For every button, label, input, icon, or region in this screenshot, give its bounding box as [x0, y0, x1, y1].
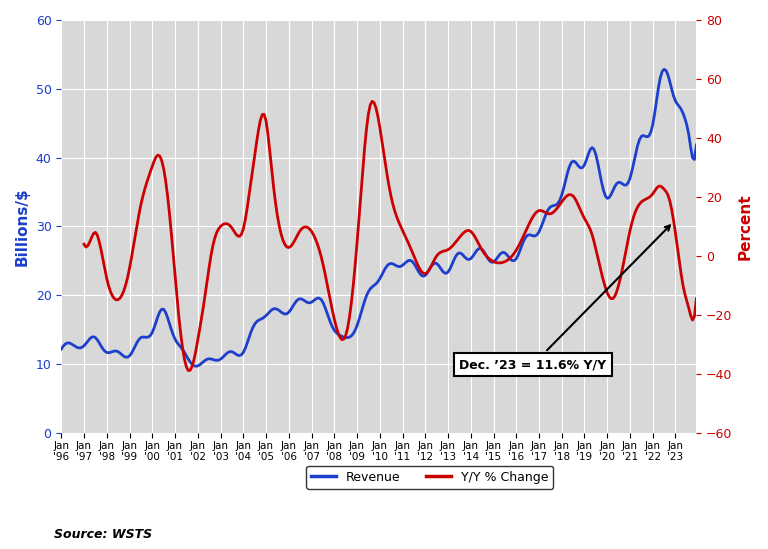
Text: Dec. ’23 = 11.6% Y/Y: Dec. ’23 = 11.6% Y/Y [459, 226, 670, 371]
Y-axis label: Percent: Percent [738, 193, 753, 260]
Legend: Revenue, Y/Y % Change: Revenue, Y/Y % Change [306, 466, 553, 489]
Text: Source: WSTS: Source: WSTS [54, 528, 152, 541]
Y-axis label: Billions/$: Billions/$ [15, 187, 30, 266]
